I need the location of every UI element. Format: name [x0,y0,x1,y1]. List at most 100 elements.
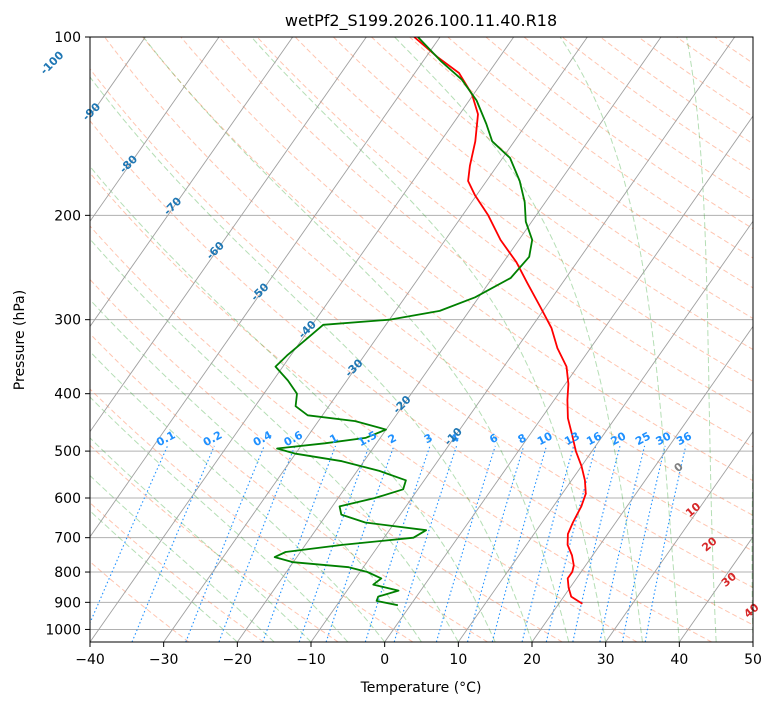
plot-frame [89,36,754,643]
chart-title: wetPf2_S199.2026.100.11.40.R18 [285,11,557,31]
mixing-ratio-line [521,445,575,642]
mixing-ratio-line [435,445,496,642]
y-axis-title: Pressure (hPa) [12,290,28,390]
y-axis-ticks: 100 200 300 400 500 600 700 800 900 1000 [45,30,90,638]
moist-adiabat [751,440,753,642]
y-tick-label: 400 [54,387,81,403]
moist-adiabat [90,165,496,642]
mixing-ratio-line [572,445,621,642]
lcl-label: 0 [672,460,686,475]
moist-adiabat [90,350,386,642]
x-tick-label: −20 [223,652,253,668]
y-tick-label: 1000 [45,622,81,638]
mixing-ratio-label: 13 [562,429,582,448]
isotherm-line [310,37,736,642]
dry-adiabat [142,37,753,516]
moist-adiabat [90,474,275,642]
moist-adiabat [251,37,607,642]
isotherm-label: -50 [248,280,271,303]
mixing-ratio-line [90,445,169,625]
dry-adiabat [561,37,753,173]
isotherm-label: -30 [342,356,365,379]
dry-adiabat [333,37,753,351]
moist-adiabat [686,37,717,642]
isotherm-label: -80 [117,152,140,175]
dry-adiabat [447,37,753,259]
dry-adiabat [294,37,753,382]
x-tick-label: 50 [744,652,762,668]
dry-adiabat [599,37,753,145]
isotherm-label: -60 [204,239,227,262]
dry-adiabat [104,37,753,552]
x-tick-label: 30 [597,652,615,668]
x-tick-label: 0 [380,652,389,668]
isotherm-label: -90 [80,100,103,123]
dry-adiabat [256,37,753,415]
mixing-ratio-line [185,445,265,642]
lcl-label: 30 [719,570,739,590]
mixing-ratio-label: 1.5 [356,429,379,450]
isotherm-label: -40 [296,318,319,341]
isotherm-line [384,115,753,642]
isotherm-line [752,641,753,642]
mixing-ratio-label: 10 [535,429,555,448]
dry-adiabats [90,37,753,642]
dry-adiabat [90,388,414,642]
isotherm-line [90,37,515,642]
moist-adiabats [90,37,753,642]
dry-adiabat [90,502,264,642]
mixing-ratio-label: 6 [487,431,500,446]
dry-adiabat [90,444,339,642]
mixing-ratio-line [364,445,431,642]
mixing-ratio-line [491,445,548,642]
isotherm-line [605,430,753,642]
mixing-ratio-label: 1 [327,431,340,446]
isotherm-label: -10 [442,425,465,448]
sounding-series [273,37,587,607]
isotherm-label: -100 [38,48,67,77]
y-tick-label: 600 [54,491,81,507]
x-axis-title: Temperature (°C) [360,680,482,696]
mixing-ratio-line [466,445,525,642]
lcl-label: 10 [683,500,703,520]
isotherm-line [90,37,294,328]
mixing-ratio-label: 0.1 [154,428,177,449]
dry-adiabat [90,68,753,589]
isotherm-line [90,37,441,538]
lcl-label: 40 [741,601,761,621]
mixing-ratio-line [393,445,458,642]
x-tick-label: 10 [449,652,467,668]
y-tick-label: 700 [54,531,81,547]
x-tick-label: −30 [149,652,179,668]
mixing-ratio-line [644,445,687,642]
moist-adiabat [143,37,570,642]
dry-adiabat [485,37,753,230]
moist-adiabat [559,37,680,642]
dry-adiabat [752,37,753,38]
mixing-ratio-label: 30 [654,429,674,448]
isotherm-line [457,220,753,642]
mixing-ratio-line [621,445,666,642]
dry-adiabat [90,278,563,642]
mixing-ratio-line [325,445,395,642]
dry-adiabat [218,37,753,448]
isotherm-line [0,37,72,642]
moist-adiabat [394,37,643,642]
background-grid [90,37,753,630]
y-tick-label: 200 [54,208,81,224]
mixing-ratio-line [599,445,646,642]
isotherm-line [678,536,753,642]
moist-adiabat [90,76,533,642]
y-tick-label: 900 [54,595,81,611]
dry-adiabat [90,333,488,642]
temperature-profile [413,37,587,605]
dry-adiabat [523,37,753,201]
mixing-ratio-label: 0.4 [251,428,275,449]
dry-adiabat [90,225,638,642]
x-tick-label: 40 [670,652,688,668]
isotherm-line [90,37,220,223]
mixing-ratio-line [218,445,296,642]
moist-adiabat [90,299,422,642]
y-tick-label: 800 [54,565,81,581]
